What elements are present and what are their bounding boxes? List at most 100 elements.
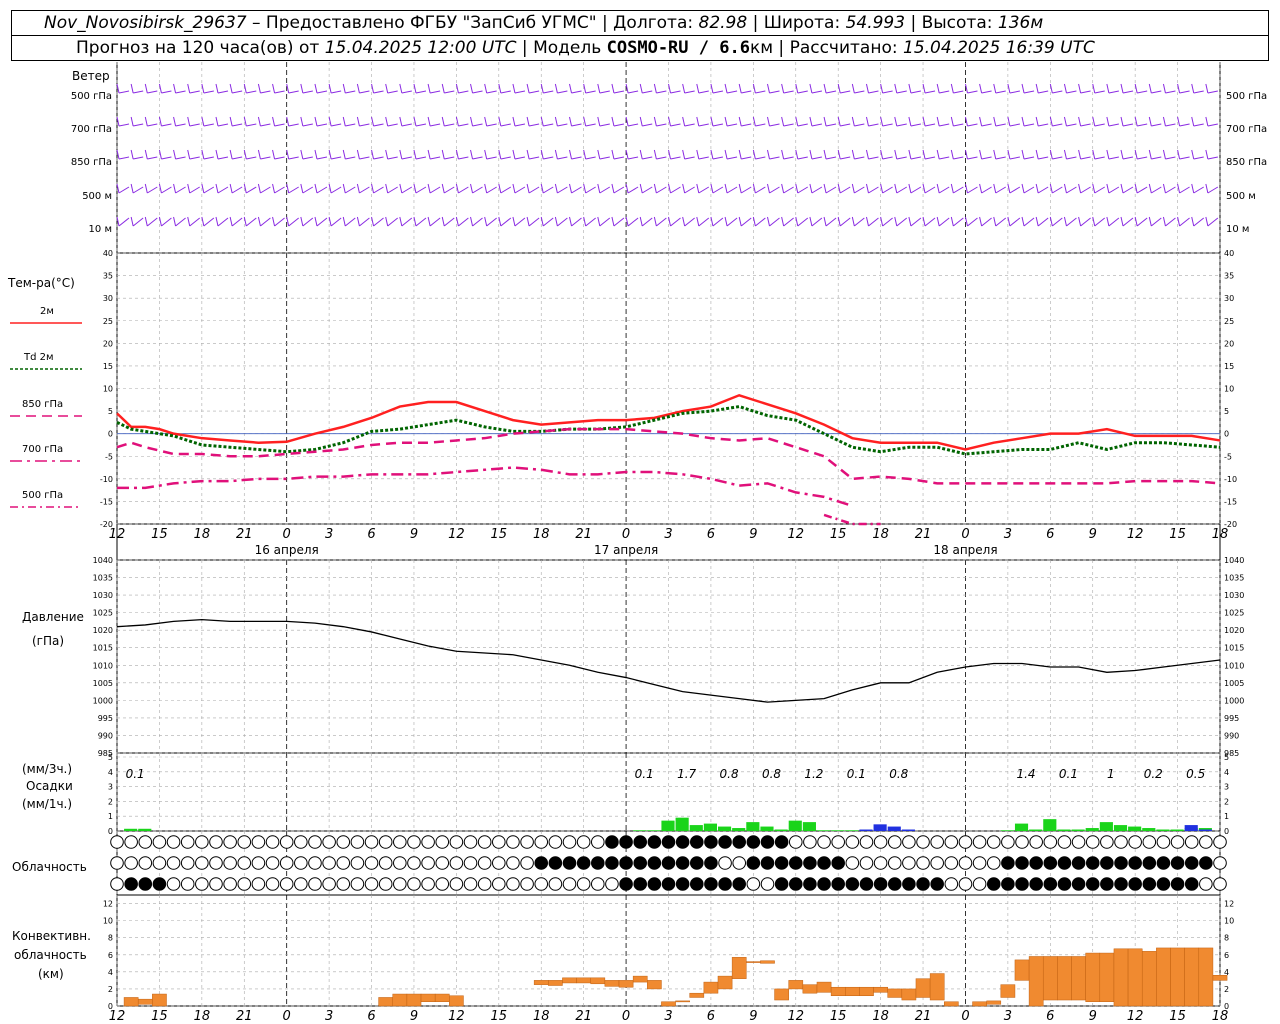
wind-barb-feather [300, 216, 304, 227]
wind-level-label-left: 10 м [89, 224, 112, 235]
cloud-cover-symbol [576, 856, 591, 870]
wind-barb-feather [158, 149, 162, 160]
cloud-cover-symbol [1142, 856, 1157, 870]
cloud-cover-symbol [873, 856, 888, 870]
wind-barb [514, 90, 526, 94]
cloud-cover-symbol [1114, 856, 1128, 870]
precip-bar [138, 828, 152, 831]
wind-barb-feather [158, 83, 162, 94]
wind-barb-feather [1134, 216, 1138, 227]
station-header: Nov_Novosibirsk_29637 – Предоставлено ФГ… [11, 10, 1269, 36]
hour-label-top: 12 [787, 527, 804, 542]
wind-barb [528, 156, 540, 160]
pres-ytick-right: 1005 [1224, 679, 1244, 688]
cloud-cover-symbol [1001, 856, 1015, 870]
wind-barb [698, 90, 709, 94]
wind-barb-feather [526, 83, 530, 94]
cloud-cover-symbol [364, 877, 379, 891]
temp-series-2 [116, 427, 1221, 485]
precip-title-2: Осадки [26, 779, 73, 793]
wind-barb-feather [243, 183, 247, 194]
conv-cloud-bar [406, 993, 422, 1007]
wind-barb-feather [738, 149, 742, 160]
wind-barb-feather [540, 183, 544, 194]
wind-barb-feather [837, 116, 841, 127]
wind-barb-feather [865, 183, 869, 194]
wind-barb [741, 123, 752, 127]
cloud-cover-symbol [619, 835, 633, 849]
wind-barb-feather [880, 116, 884, 127]
wind-barb [599, 90, 610, 94]
wind-barb [302, 186, 314, 194]
wind-barb-feather [187, 216, 191, 227]
precip-total-label: 1.2 [804, 767, 823, 781]
wind-barb-feather [710, 116, 714, 127]
cloud-cover-symbol [350, 877, 365, 891]
hour-label-bottom: 6 [367, 1009, 375, 1024]
wind-barb-feather [639, 183, 643, 194]
wind-barb [373, 123, 384, 127]
wind-barb [726, 186, 738, 194]
wind-barb [642, 123, 653, 127]
temp-legend-label: Td 2м [24, 352, 54, 363]
cloud-cover-symbol [958, 835, 973, 849]
wind-barb-feather [1035, 149, 1039, 160]
wind-barb [684, 123, 695, 127]
conv-cloud-bar [1042, 956, 1058, 1001]
cloud-cover-symbol [590, 835, 605, 849]
wind-barb [783, 156, 794, 160]
cloud-cover-symbol [1213, 835, 1227, 849]
wind-barb-feather [724, 149, 728, 160]
wind-barb [953, 186, 964, 194]
cloud-cover-symbol [704, 856, 718, 870]
wind-barb-feather [314, 216, 318, 227]
cloud-cover-symbol [689, 835, 704, 849]
wind-barb [345, 90, 356, 94]
temp-ytick-left: 25 [103, 317, 113, 326]
cloud-cover-symbol [1015, 835, 1029, 849]
wind-barb-feather [1191, 83, 1195, 94]
wind-barb [939, 90, 950, 94]
wind-barb [797, 156, 808, 160]
wind-barb [599, 123, 610, 127]
cloud-cover-symbol [209, 877, 223, 891]
wind-barb-feather [597, 149, 601, 160]
wind-barb [755, 186, 766, 194]
wind-barb [1094, 186, 1105, 194]
wind-barb-feather [1205, 149, 1209, 160]
cloud-cover-symbol [845, 877, 860, 891]
wind-barb [217, 156, 229, 160]
wind-barb-feather [766, 83, 770, 94]
wind-barb-feather [1134, 183, 1138, 194]
wind-barb-feather [809, 183, 813, 194]
cloud-cover-symbol [817, 877, 831, 891]
wind-barb-feather [173, 149, 177, 160]
wind-barb-feather [187, 183, 191, 194]
wind-barb-feather [639, 83, 643, 94]
wind-barb [627, 156, 639, 160]
cloud-cover-symbol [1199, 835, 1213, 849]
wind-barb [882, 186, 893, 194]
precip-title-3: (мм/1ч.) [22, 797, 73, 811]
wind-barb [981, 90, 992, 94]
wind-barb [854, 217, 865, 227]
cloud-cover-symbol [195, 856, 209, 870]
conv-cloud-bar [731, 957, 747, 979]
wind-barb-feather [1078, 216, 1082, 227]
conv-ytick-right: 8 [1224, 934, 1229, 943]
wind-barb-feather [526, 116, 530, 127]
cloud-cover-symbol [223, 835, 237, 849]
precip-bar [831, 830, 845, 831]
wind-barb-feather [342, 149, 346, 160]
pres-ytick-right: 1000 [1224, 696, 1244, 705]
wind-barb [924, 123, 936, 127]
wind-barb [387, 90, 398, 94]
cloud-cover-symbol [1071, 877, 1086, 891]
prec-ytick-left: 2 [108, 797, 113, 806]
cloud-cover-symbol [265, 877, 280, 891]
temp-ytick-left: -15 [100, 497, 113, 506]
precip-bar [788, 820, 802, 831]
wind-barb [458, 156, 469, 160]
cloud-cover-symbol [393, 856, 407, 870]
wind-barb [373, 156, 384, 160]
